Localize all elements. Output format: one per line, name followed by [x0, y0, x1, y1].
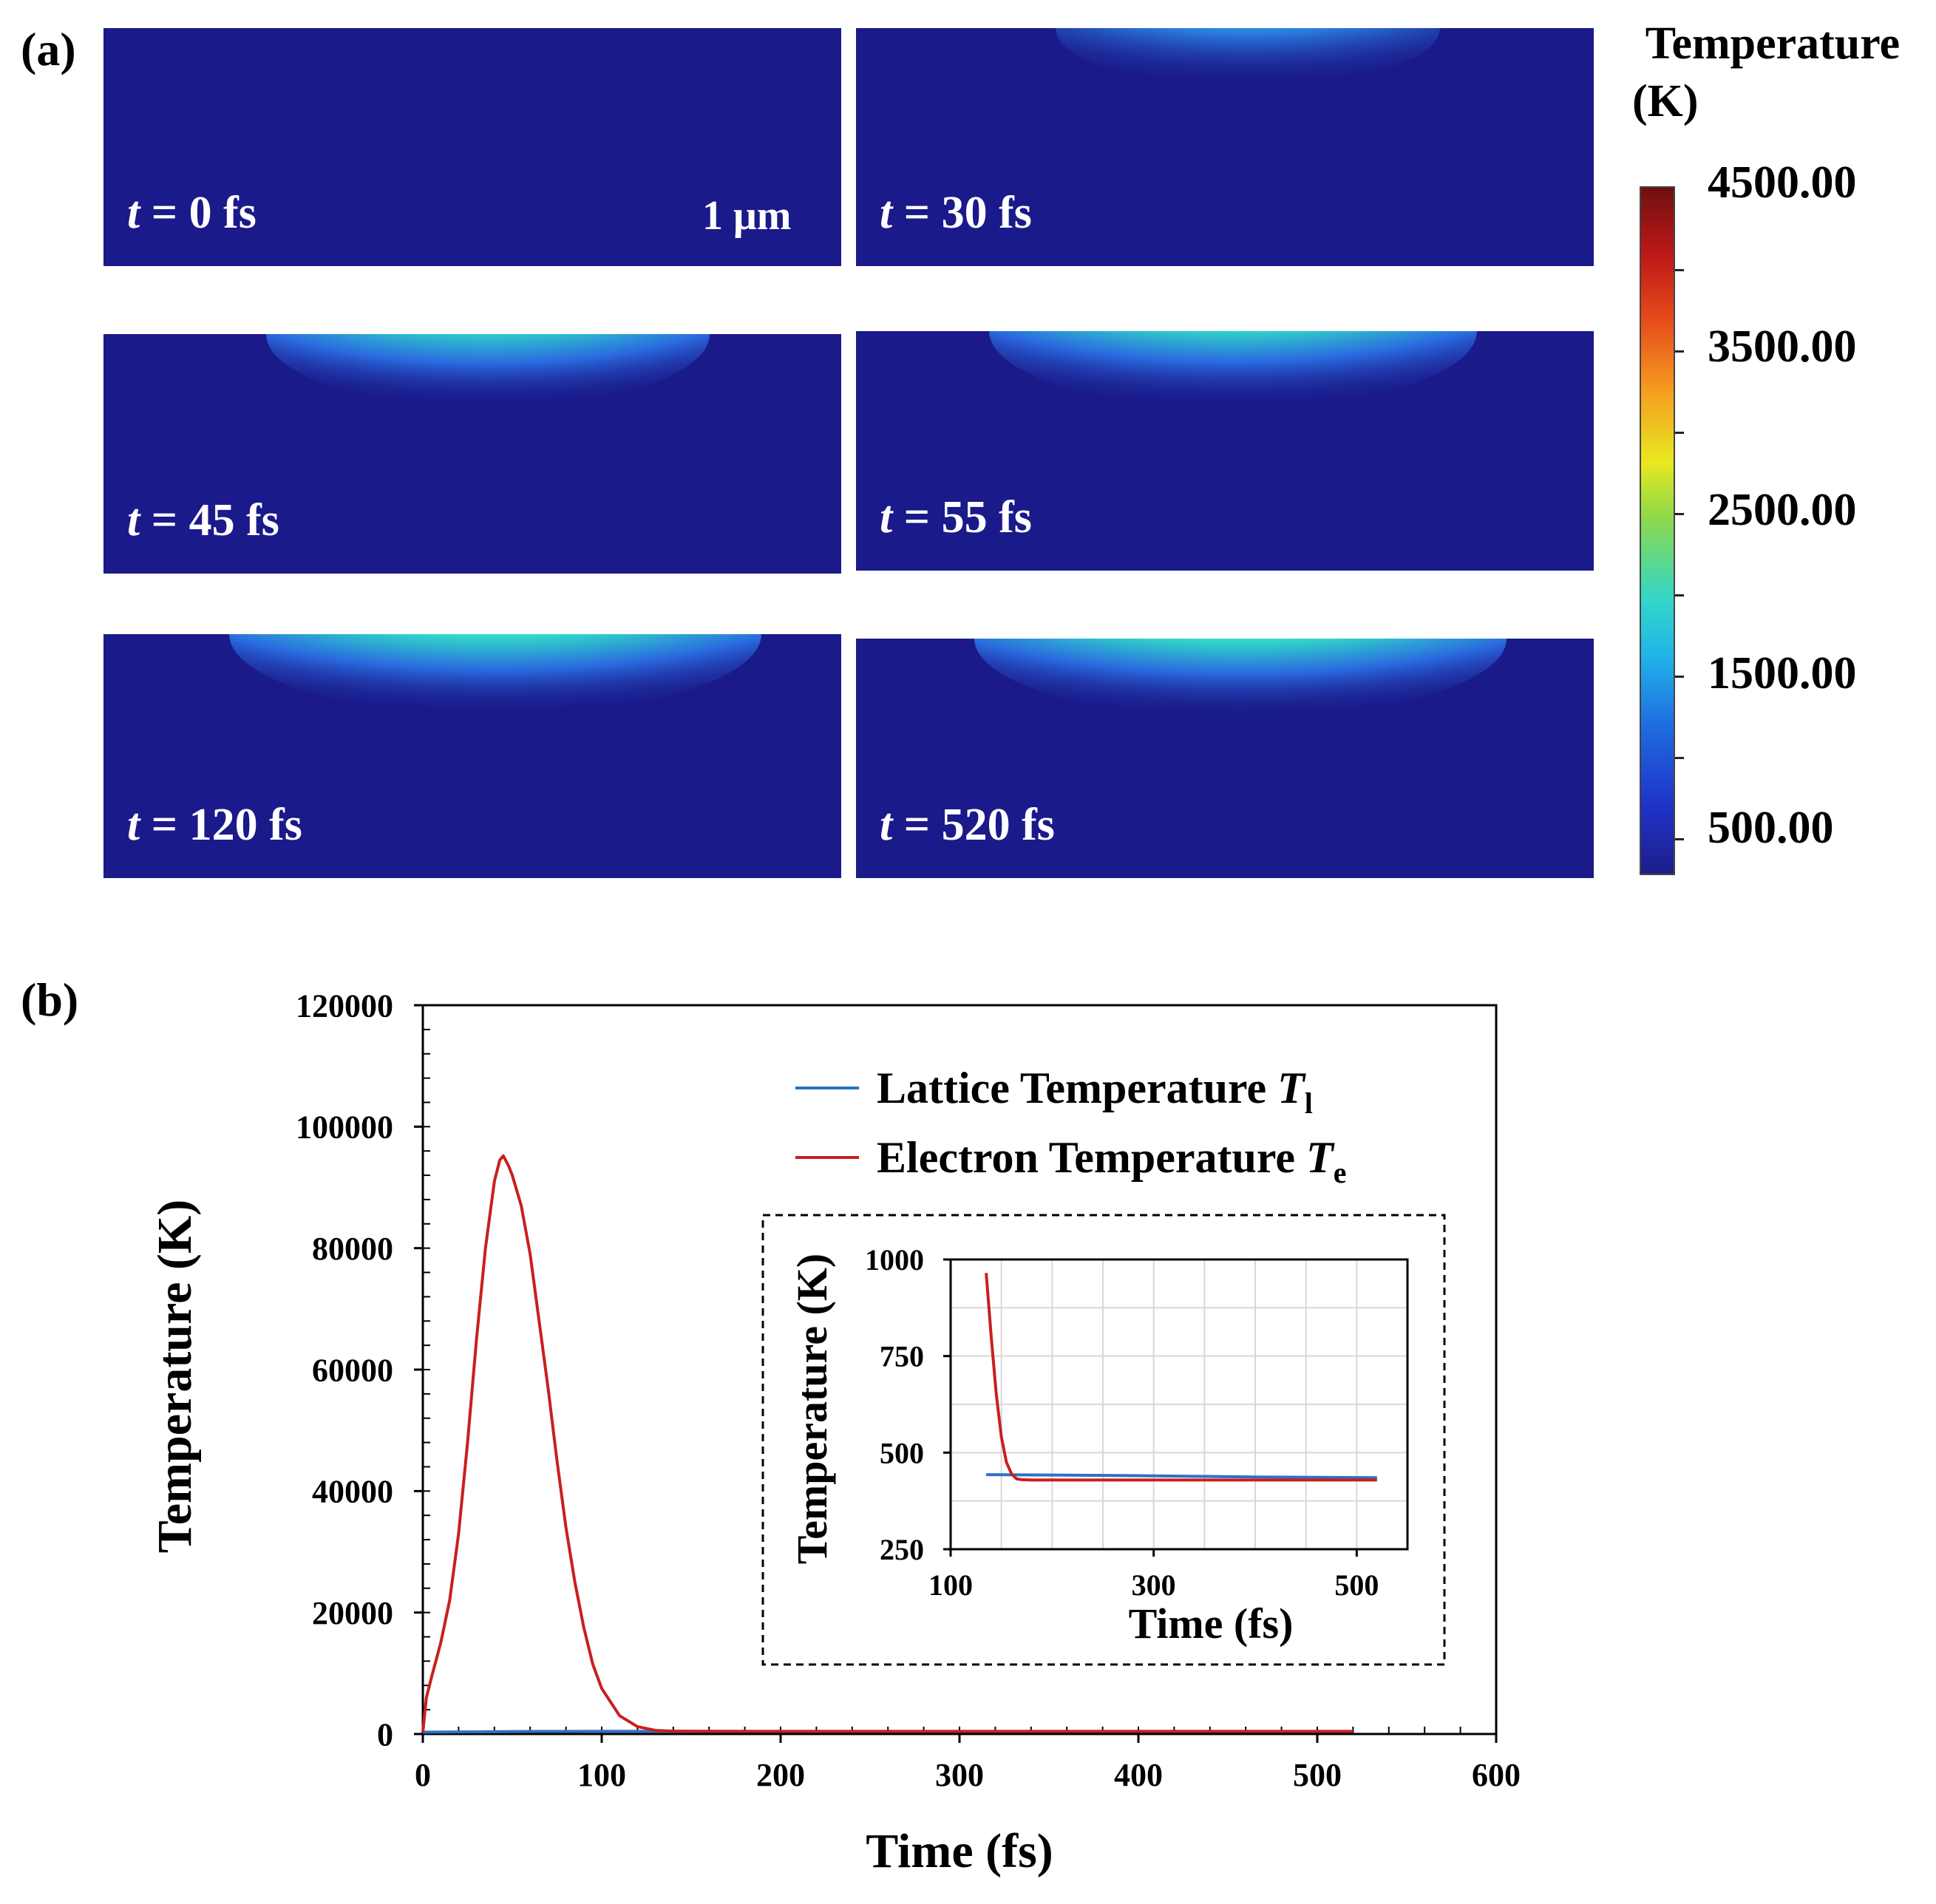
heat-spot-30fs	[1056, 28, 1440, 87]
panel-a-label: (a)	[21, 23, 76, 75]
colorbar-tick	[1675, 757, 1684, 759]
x-tick-label: 300	[1132, 1568, 1176, 1602]
tile-time-label: t = 45 fs	[127, 495, 279, 545]
colorbar	[1640, 186, 1675, 875]
series-line-electron	[985, 1273, 1377, 1482]
heatmap-tile-45fs: t = 45 fs	[103, 334, 841, 574]
panel-b-label: (b)	[21, 973, 79, 1026]
colorbar-tick	[1675, 432, 1684, 434]
colorbar-tick	[1675, 838, 1684, 840]
x-tick-label: 400	[1114, 1757, 1163, 1793]
tile-time-label: t = 30 fs	[880, 188, 1032, 238]
main-chart: 0 100 200 300 400 500 600 0 20000 40000 60000 80000…	[148, 987, 1521, 1878]
x-tick-label: 0	[415, 1757, 431, 1793]
heat-spot-120fs	[229, 634, 761, 715]
colorbar-label-2500: 2500.00	[1708, 485, 1857, 535]
inset-x-axis-title: Time (fs)	[1129, 1599, 1294, 1648]
heatmap-tile-120fs: t = 120 fs	[103, 634, 841, 878]
colorbar-label-4500: 4500.00	[1708, 157, 1857, 208]
x-tick-label: 200	[756, 1757, 805, 1793]
scale-bar-label: 1 μm	[702, 193, 792, 239]
main-x-axis-title: Time (fs)	[866, 1824, 1053, 1878]
colorbar-tick	[1675, 513, 1684, 515]
tile-time-label: t = 55 fs	[880, 492, 1032, 543]
inset-y-axis-title: Temperature (K)	[788, 1254, 836, 1564]
x-tick-label: 300	[935, 1757, 984, 1793]
y-tick-label: 500	[880, 1436, 924, 1469]
colorbar-tick	[1675, 676, 1684, 678]
heatmap-tile-30fs: t = 30 fs	[856, 28, 1594, 266]
tile-time-label: t = 120 fs	[127, 800, 302, 850]
colorbar-title-line1: Temperature	[1645, 18, 1901, 69]
series-line-electron	[421, 1154, 1353, 1733]
tile-time-label: t = 520 fs	[880, 800, 1055, 850]
y-tick-label: 250	[880, 1533, 924, 1566]
colorbar-label-3500: 3500.00	[1708, 322, 1857, 372]
colorbar-tick	[1675, 594, 1684, 596]
x-tick-label: 500	[1293, 1757, 1342, 1793]
heat-spot-45fs	[266, 334, 710, 408]
y-tick-label: 60000	[312, 1352, 393, 1388]
heat-spot-55fs	[989, 331, 1477, 409]
heatmap-tile-520fs: t = 520 fs	[856, 639, 1594, 878]
tile-time-label: t = 0 fs	[127, 188, 257, 238]
heat-spot-520fs	[974, 639, 1507, 718]
x-tick-label: 100	[928, 1568, 973, 1602]
main-y-axis-title: Temperature (K)	[148, 1200, 202, 1553]
colorbar-title-line2: (K)	[1632, 76, 1699, 126]
x-tick-label: 600	[1472, 1757, 1521, 1793]
x-tick-label: 100	[577, 1757, 626, 1793]
colorbar-label-500: 500.00	[1708, 803, 1834, 853]
legend-entry-electron: Electron Temperature Te	[877, 1133, 1346, 1189]
legend-entry-lattice: Lattice Temperature Tl	[877, 1064, 1313, 1120]
inset-plot-frame	[949, 1258, 1409, 1551]
heatmap-tile-55fs: t = 55 fs	[856, 331, 1594, 571]
y-tick-label: 750	[880, 1340, 924, 1373]
series-line-lattice	[986, 1473, 1377, 1480]
y-tick-label: 0	[377, 1716, 393, 1752]
colorbar-tick	[1675, 350, 1684, 353]
colorbar-tick	[1675, 269, 1684, 271]
y-tick-label: 100000	[296, 1109, 393, 1146]
heatmap-tile-0fs: t = 0 fs 1 μm	[103, 28, 841, 266]
y-tick-label: 40000	[312, 1474, 393, 1510]
y-tick-label: 20000	[312, 1595, 393, 1631]
colorbar-title: Temperature (K)	[1625, 15, 1920, 130]
y-tick-label: 80000	[312, 1231, 393, 1267]
y-tick-label: 1000	[865, 1243, 924, 1276]
colorbar-label-1500: 1500.00	[1708, 648, 1857, 698]
x-tick-label: 500	[1334, 1568, 1379, 1602]
y-tick-label: 120000	[296, 987, 393, 1024]
